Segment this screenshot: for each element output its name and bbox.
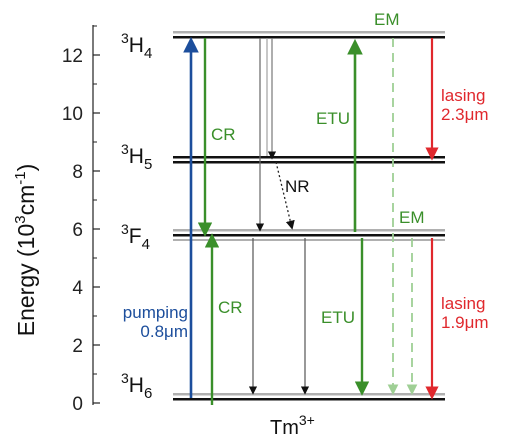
level-j: 5 bbox=[144, 156, 152, 173]
level-label-3h4: 3H4 bbox=[121, 30, 152, 62]
y-tick-label: 6 bbox=[72, 220, 83, 241]
y-axis-title-exp1: 3 bbox=[12, 215, 29, 223]
y-axis-title-exp2: -1 bbox=[12, 171, 29, 184]
lasing-label-lower-line2: 1.9μm bbox=[441, 313, 489, 332]
lasing-label-lower-line1: lasing bbox=[441, 294, 485, 313]
y-tick-label: 12 bbox=[62, 46, 83, 67]
cr-label-upper: CR bbox=[211, 125, 236, 144]
level-term: H bbox=[129, 145, 144, 168]
etu-label-upper: ETU bbox=[316, 109, 350, 128]
level-j: 4 bbox=[142, 236, 150, 253]
level-3h5 bbox=[173, 156, 445, 164]
y-axis-title-mid: cm bbox=[13, 185, 39, 216]
pumping-label-line1: pumping bbox=[123, 303, 188, 322]
y-axis-title-end: ) bbox=[13, 164, 39, 172]
level-multiplicity: 3 bbox=[121, 141, 129, 157]
pumping-label: pumping 0.8μm bbox=[123, 303, 188, 341]
y-axis-title: Energy (103cm-1) bbox=[12, 164, 39, 337]
etu-label-lower: ETU bbox=[321, 308, 355, 327]
y-axis-minor-ticks bbox=[93, 25, 97, 375]
em-label-upper: EM bbox=[374, 10, 400, 29]
ion-label-charge: 3+ bbox=[299, 412, 315, 428]
nr-label: NR bbox=[285, 177, 310, 196]
em-label-lower: EM bbox=[399, 208, 425, 227]
lasing-label-upper-line1: lasing bbox=[441, 86, 485, 105]
level-multiplicity: 3 bbox=[121, 370, 129, 386]
level-3h6 bbox=[173, 393, 445, 401]
y-axis-title-main: Energy (10 bbox=[13, 224, 39, 337]
ion-label-main: Tm bbox=[270, 417, 299, 439]
lasing-label-upper: lasing 2.3μm bbox=[441, 86, 489, 124]
lasing-label-upper-line2: 2.3μm bbox=[441, 105, 489, 124]
ion-label: Tm3+ bbox=[270, 412, 315, 439]
level-3f4 bbox=[173, 229, 445, 241]
level-label-3h5: 3H5 bbox=[121, 141, 152, 173]
y-tick-label: 0 bbox=[72, 394, 83, 415]
cr-label-lower: CR bbox=[218, 298, 243, 317]
level-j: 4 bbox=[144, 45, 152, 62]
y-tick-label: 8 bbox=[72, 162, 83, 183]
y-tick-label: 4 bbox=[72, 278, 83, 299]
lasing-label-lower: lasing 1.9μm bbox=[441, 294, 489, 332]
level-term: F bbox=[129, 225, 142, 248]
pumping-label-line2: 0.8μm bbox=[140, 322, 188, 341]
level-term: H bbox=[129, 34, 144, 57]
y-tick-label: 10 bbox=[62, 104, 83, 125]
level-j: 6 bbox=[144, 385, 152, 402]
level-label-3f4: 3F4 bbox=[121, 221, 150, 253]
y-axis: 0 2 4 6 8 10 12 bbox=[62, 25, 100, 415]
y-axis-major-ticks bbox=[93, 54, 100, 404]
level-term: H bbox=[129, 374, 144, 397]
level-label-3h6: 3H6 bbox=[121, 370, 152, 402]
level-multiplicity: 3 bbox=[121, 221, 129, 237]
y-tick-label: 2 bbox=[72, 336, 83, 357]
level-multiplicity: 3 bbox=[121, 30, 129, 46]
level-3h4 bbox=[173, 31, 445, 39]
